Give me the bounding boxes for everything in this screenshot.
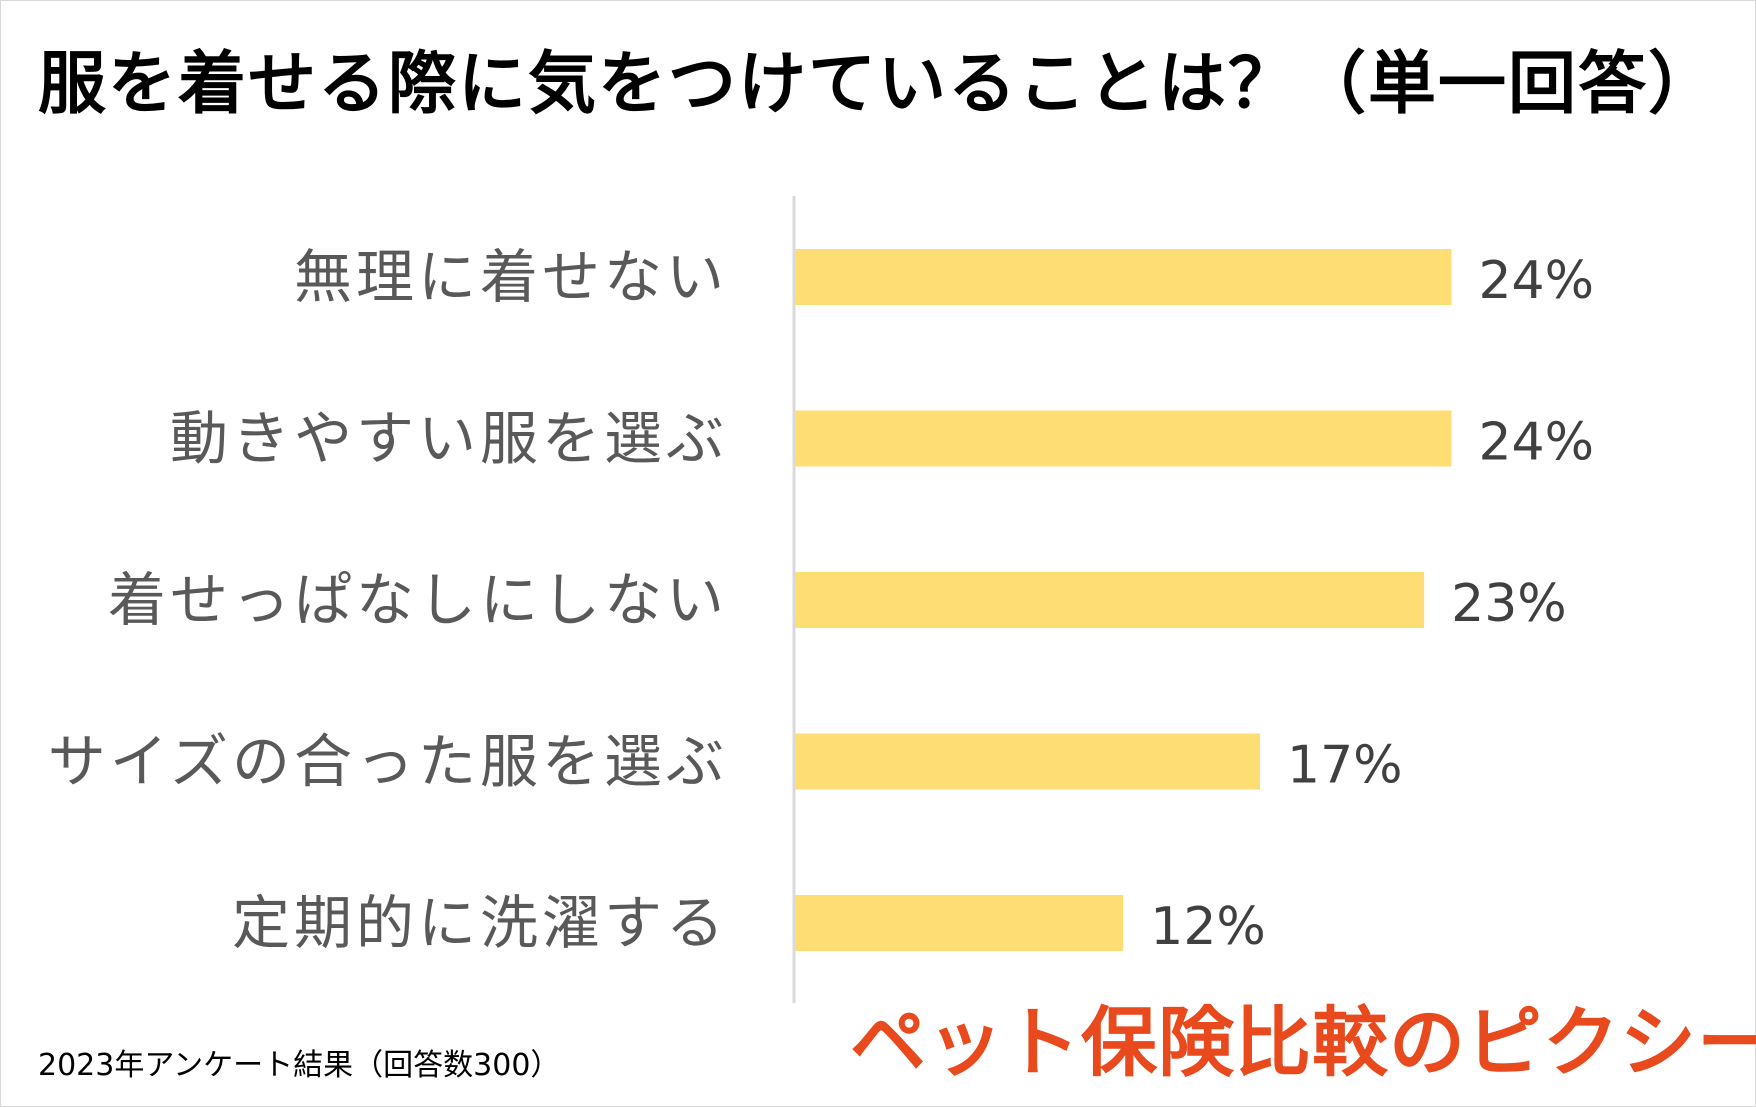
value-label-0: 24% <box>1478 251 1594 311</box>
value-label-1: 24% <box>1478 413 1594 473</box>
category-label-0: 無理に着せない <box>294 243 728 311</box>
bar-3 <box>795 733 1260 790</box>
survey-footnote: 2023年アンケート結果（回答数300） <box>38 1048 561 1083</box>
category-label-3: サイズの合った服を選ぶ <box>48 728 728 796</box>
value-label-3: 17% <box>1287 736 1403 796</box>
category-label-2: 着せっぱなしにしない <box>108 566 728 634</box>
bars-group <box>795 249 1452 951</box>
category-label-1: 動きやすい服を選ぶ <box>170 405 728 473</box>
pixie-logo[interactable]: ペット保険比較のピクシー <box>850 998 1756 1087</box>
chart-title: 服を着せる際に気をつけていることは？（単一回答） <box>37 45 1718 124</box>
bar-1 <box>795 410 1452 467</box>
value-label-4: 12% <box>1150 897 1266 957</box>
value-labels-group: 24% 24% 23% 17% 12% <box>1150 251 1594 957</box>
bar-0 <box>795 249 1452 305</box>
bar-4 <box>795 895 1124 951</box>
category-label-4: 定期的に洗濯する <box>232 889 728 957</box>
category-labels-group: 無理に着せない動きやすい服を選ぶ着せっぱなしにしないサイズの合った服を選ぶ定期的… <box>48 243 728 957</box>
bar-2 <box>795 572 1425 628</box>
value-label-2: 23% <box>1451 574 1567 634</box>
